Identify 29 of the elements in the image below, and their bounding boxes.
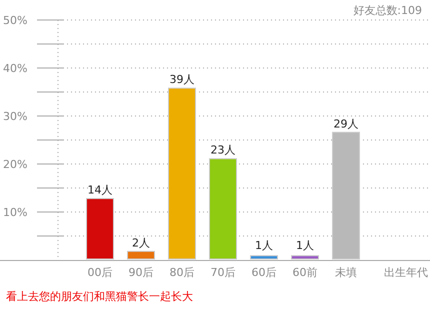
annotation: 2人	[132, 236, 150, 250]
bar	[209, 158, 237, 260]
x-tick-label: 60后	[252, 266, 276, 279]
y-tick-label: 30%	[3, 110, 28, 123]
y-tick-label: 40%	[3, 62, 28, 75]
annotation: 39人	[170, 73, 194, 86]
annotation: 1人	[255, 239, 273, 252]
x-tick-label: 60前	[292, 266, 318, 279]
x-tick-label: 00后	[88, 266, 112, 279]
bar	[127, 250, 155, 260]
annotation: 29人	[334, 117, 358, 130]
bar	[332, 132, 360, 260]
annotation: 23人	[210, 144, 236, 157]
annotation: 14人	[88, 184, 112, 197]
y-tick-label: 50%	[3, 14, 28, 27]
x-axis-title: 出生年代	[384, 266, 428, 279]
bar	[86, 198, 114, 260]
x-tick-label: 80后	[170, 266, 194, 279]
y-tick-label: 10%	[3, 206, 28, 219]
x-tick-label: 未填	[335, 266, 357, 279]
x-tick-label: 90后	[128, 266, 154, 279]
bar	[168, 88, 196, 260]
annotation: 1人	[296, 239, 314, 252]
bar	[291, 255, 319, 260]
x-tick-label: 70后	[210, 266, 236, 279]
y-tick-label: 20%	[3, 158, 28, 171]
text: 好友总数:109	[353, 4, 422, 17]
bar	[250, 255, 278, 260]
text: 看上去您的朋友们和黑猫警长一起长大	[6, 290, 193, 303]
